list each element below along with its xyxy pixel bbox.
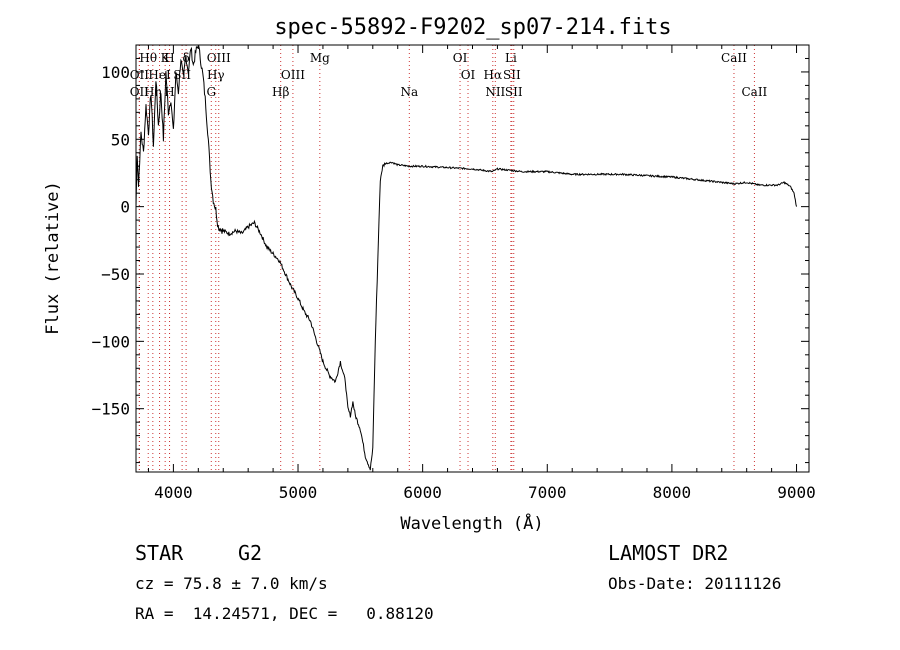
y-axis: 100 50 0 −50 −100 −150 <box>91 44 809 464</box>
y-tick-label-4: −100 <box>91 332 130 351</box>
line-marker-label-24: SII <box>505 85 523 99</box>
line-marker-label-11: SII <box>173 68 191 82</box>
line-marker-label-10: HeI <box>148 68 171 82</box>
x-tick-label-0: 4000 <box>154 483 193 502</box>
spectrum-line <box>135 45 797 471</box>
survey-name: LAMOST DR2 <box>608 541 729 565</box>
line-marker-label-14: OI <box>461 68 476 82</box>
observation-date: Obs-Date: 20111126 <box>608 574 782 593</box>
line-marker-label-15: Hα <box>484 68 503 82</box>
y-tick-label-5: −150 <box>91 400 130 419</box>
y-tick-label-2: 0 <box>120 198 130 217</box>
line-marker-label-7: Li <box>505 51 517 65</box>
line-marker-label-12: Hγ <box>207 68 225 82</box>
line-marker-label-25: CaII <box>741 85 767 99</box>
line-marker-label-6: OI <box>453 51 468 65</box>
line-marker-label-5: Mg <box>310 51 330 65</box>
x-tick-label-2: 6000 <box>403 483 442 502</box>
line-marker-label-22: Na <box>400 85 418 99</box>
x-axis-label: Wavelength (Å) <box>400 512 543 534</box>
ra-dec: RA = 14.24571, DEC = 0.88120 <box>135 604 434 623</box>
x-tick-label-3: 7000 <box>528 483 567 502</box>
line-marker-label-20: G <box>206 85 216 99</box>
line-marker-label-18: Hη <box>144 85 162 99</box>
line-marker-label-17: OII <box>130 85 150 99</box>
line-marker-label-16: SII <box>503 68 521 82</box>
line-marker-label-1: K <box>161 51 171 65</box>
object-subclass: G2 <box>238 541 263 565</box>
line-marker-label-13: OIII <box>281 68 305 82</box>
x-tick-label-1: 5000 <box>279 483 318 502</box>
x-tick-label-4: 8000 <box>653 483 692 502</box>
line-marker-label-9: OII <box>130 68 150 82</box>
line-marker-label-23: NII <box>485 85 505 99</box>
chart-title: spec-55892-F9202_sp07-214.fits <box>274 15 671 40</box>
line-marker-label-21: Hβ <box>272 85 289 99</box>
redshift-cz: cz = 75.8 ± 7.0 km/s <box>135 574 328 593</box>
line-marker-label-8: CaII <box>721 51 747 65</box>
object-class: STAR <box>135 541 184 565</box>
line-marker-label-0: Hθ <box>139 51 157 65</box>
x-axis: 4000 5000 6000 7000 8000 9000 <box>147 45 816 502</box>
line-marker-label-19: H <box>164 85 174 99</box>
x-tick-label-5: 9000 <box>777 483 816 502</box>
y-axis-label: Flux (relative) <box>43 181 63 335</box>
line-marker-label-4: OIII <box>207 51 231 65</box>
y-tick-label-1: 50 <box>111 130 130 149</box>
y-tick-label-3: −50 <box>101 265 130 284</box>
plot-frame <box>135 44 810 473</box>
y-tick-label-0: 100 <box>101 63 130 82</box>
